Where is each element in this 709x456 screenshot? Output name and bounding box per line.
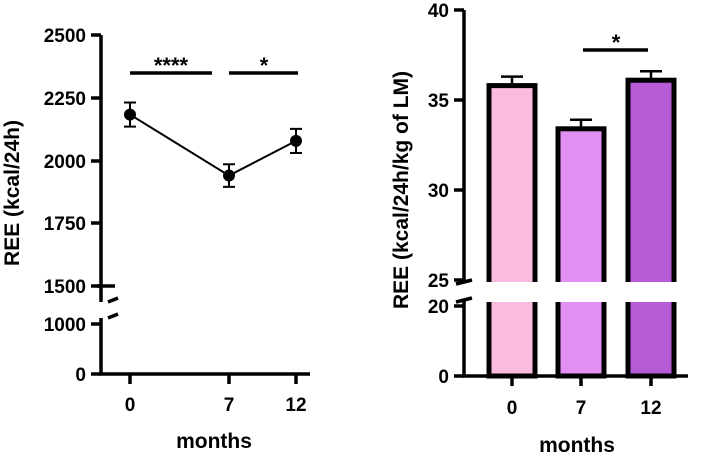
bar [486, 83, 538, 379]
left-x-tick-label-0: 0 [125, 395, 136, 416]
data-point [290, 134, 302, 147]
right-x-axis-title: months [539, 434, 615, 456]
error-bar [640, 69, 662, 81]
left-y-tick-label-1500: 1500 [44, 277, 86, 298]
right-x-ticks: 0 7 12 [507, 376, 662, 419]
right-axis-break-mark-bottom [455, 296, 473, 304]
right-significance: * [583, 30, 648, 55]
right-axis-break-gap [452, 282, 692, 302]
left-series [124, 101, 302, 188]
data-point [223, 169, 235, 182]
left-significance: **** * [130, 53, 298, 78]
left-sig-label-7-12: * [260, 53, 269, 78]
right-y-tick-label-0: 0 [438, 367, 449, 388]
left-x-tick-label-7: 7 [224, 395, 235, 416]
left-axis-break-mark-top [107, 296, 119, 304]
right-axis-break-mark-top [455, 278, 473, 286]
left-y-tick-label-1000: 1000 [44, 315, 86, 336]
left-y-ticks-lower: 1000 0 [44, 315, 101, 386]
right-sig-label-7-12: * [612, 30, 621, 55]
line-chart-panel: REE (kcal/24h) months 2500 2250 2000 175… [1, 26, 310, 453]
right-y-axis-title: REE (kcal/24h/kg of LM) [390, 71, 413, 309]
right-y-tick-label-30: 30 [428, 181, 449, 202]
bar-chart-panel: REE (kcal/24h/kg of LM) months 40 35 [390, 1, 692, 456]
left-y-tick-label-2500: 2500 [44, 26, 86, 47]
left-sig-label-0-7: **** [154, 53, 189, 78]
left-y-ticks-upper: 2500 2250 2000 1750 1500 [44, 26, 101, 298]
right-y-tick-label-25: 25 [428, 271, 450, 292]
bar [555, 126, 607, 379]
left-y-tick-label-0: 0 [75, 365, 86, 386]
right-y-tick-label-35: 35 [428, 91, 450, 112]
bar [625, 77, 677, 379]
left-x-tick-label-12: 12 [285, 395, 306, 416]
left-axis-break-mark-bottom [107, 312, 119, 320]
right-x-tick-label-0: 0 [507, 398, 518, 419]
data-point [124, 108, 136, 121]
left-x-ticks: 0 7 12 [125, 374, 307, 416]
left-y-tick-label-2000: 2000 [44, 152, 86, 173]
left-x-axis-title: months [176, 430, 252, 453]
left-y-axis-title: REE (kcal/24h) [1, 120, 24, 266]
right-x-tick-label-12: 12 [640, 398, 661, 419]
right-bars [486, 69, 677, 379]
error-bar [501, 75, 523, 86]
right-y-ticks-upper: 40 35 30 25 [428, 1, 464, 292]
right-y-tick-label-40: 40 [428, 1, 449, 22]
error-bar [570, 118, 592, 129]
left-y-tick-label-1750: 1750 [44, 214, 86, 235]
left-y-tick-label-2250: 2250 [44, 89, 86, 110]
right-y-ticks-lower: 20 0 [428, 297, 464, 388]
right-y-tick-label-20: 20 [428, 297, 449, 318]
series-line [129, 113, 297, 177]
right-x-tick-label-7: 7 [576, 398, 587, 419]
